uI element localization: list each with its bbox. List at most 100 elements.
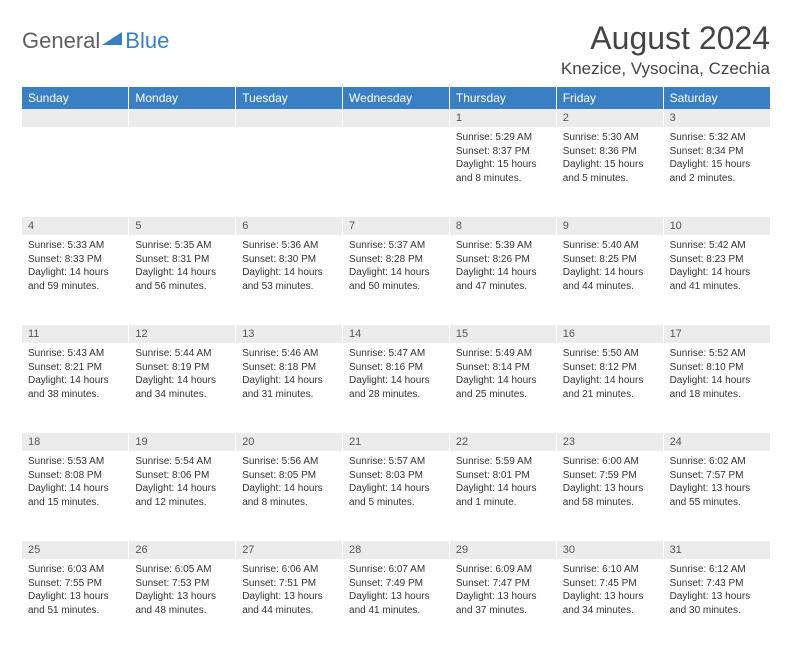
day-cell: Sunrise: 5:40 AMSunset: 8:25 PMDaylight:… [556,235,663,321]
day-number-cell: 27 [236,541,343,559]
day-cell: Sunrise: 5:29 AMSunset: 8:37 PMDaylight:… [449,127,556,213]
day-number-cell: 12 [129,325,236,343]
empty-day-cell [236,127,343,213]
day-details: Sunrise: 5:42 AMSunset: 8:23 PMDaylight:… [664,235,770,295]
day-content-row: Sunrise: 5:43 AMSunset: 8:21 PMDaylight:… [22,343,770,429]
day-details: Sunrise: 6:03 AMSunset: 7:55 PMDaylight:… [22,559,128,619]
day-cell: Sunrise: 6:06 AMSunset: 7:51 PMDaylight:… [236,559,343,645]
day-details: Sunrise: 5:33 AMSunset: 8:33 PMDaylight:… [22,235,128,295]
day-number-cell: 10 [663,217,770,235]
day-details: Sunrise: 5:57 AMSunset: 8:03 PMDaylight:… [343,451,449,511]
day-number-cell: 3 [663,109,770,127]
day-details: Sunrise: 5:52 AMSunset: 8:10 PMDaylight:… [664,343,770,403]
day-details: Sunrise: 6:05 AMSunset: 7:53 PMDaylight:… [129,559,235,619]
day-number-cell: 22 [449,433,556,451]
day-number-cell: 23 [556,433,663,451]
day-details: Sunrise: 5:37 AMSunset: 8:28 PMDaylight:… [343,235,449,295]
weekday-header: Monday [129,87,236,109]
calendar-table: Sunday Monday Tuesday Wednesday Thursday… [22,87,770,645]
day-number-cell: 5 [129,217,236,235]
day-number-row: 11121314151617 [22,325,770,343]
empty-day-cell [22,127,129,213]
day-cell: Sunrise: 5:37 AMSunset: 8:28 PMDaylight:… [343,235,450,321]
day-number-row: 18192021222324 [22,433,770,451]
day-number-cell: 20 [236,433,343,451]
brand-text-1: General [22,28,100,54]
weekday-header: Saturday [663,87,770,109]
day-number-cell: 17 [663,325,770,343]
location-subtitle: Knezice, Vysocina, Czechia [561,59,770,79]
day-number-cell: 26 [129,541,236,559]
empty-day-cell [343,127,450,213]
day-details: Sunrise: 5:35 AMSunset: 8:31 PMDaylight:… [129,235,235,295]
day-details: Sunrise: 6:12 AMSunset: 7:43 PMDaylight:… [664,559,770,619]
day-details: Sunrise: 5:53 AMSunset: 8:08 PMDaylight:… [22,451,128,511]
day-details: Sunrise: 5:49 AMSunset: 8:14 PMDaylight:… [450,343,556,403]
brand-logo: General Blue [22,28,169,54]
day-cell: Sunrise: 5:44 AMSunset: 8:19 PMDaylight:… [129,343,236,429]
day-number-cell: 29 [449,541,556,559]
day-cell: Sunrise: 6:12 AMSunset: 7:43 PMDaylight:… [663,559,770,645]
day-number-cell: 15 [449,325,556,343]
brand-triangle-icon [102,30,124,53]
empty-day-cell [129,127,236,213]
day-cell: Sunrise: 6:03 AMSunset: 7:55 PMDaylight:… [22,559,129,645]
day-cell: Sunrise: 6:05 AMSunset: 7:53 PMDaylight:… [129,559,236,645]
day-number-cell: 19 [129,433,236,451]
day-cell: Sunrise: 5:57 AMSunset: 8:03 PMDaylight:… [343,451,450,537]
day-cell: Sunrise: 5:46 AMSunset: 8:18 PMDaylight:… [236,343,343,429]
day-cell: Sunrise: 5:43 AMSunset: 8:21 PMDaylight:… [22,343,129,429]
day-number-cell: 11 [22,325,129,343]
day-number-cell: 30 [556,541,663,559]
day-details: Sunrise: 6:00 AMSunset: 7:59 PMDaylight:… [557,451,663,511]
day-number-cell: 6 [236,217,343,235]
day-cell: Sunrise: 5:42 AMSunset: 8:23 PMDaylight:… [663,235,770,321]
day-number-cell [236,109,343,127]
day-number-cell: 24 [663,433,770,451]
day-cell: Sunrise: 6:10 AMSunset: 7:45 PMDaylight:… [556,559,663,645]
day-number-cell [129,109,236,127]
day-details: Sunrise: 5:29 AMSunset: 8:37 PMDaylight:… [450,127,556,187]
day-number-cell: 25 [22,541,129,559]
day-number-cell: 2 [556,109,663,127]
day-cell: Sunrise: 5:49 AMSunset: 8:14 PMDaylight:… [449,343,556,429]
day-details: Sunrise: 5:40 AMSunset: 8:25 PMDaylight:… [557,235,663,295]
day-cell: Sunrise: 5:59 AMSunset: 8:01 PMDaylight:… [449,451,556,537]
day-number-cell: 13 [236,325,343,343]
weekday-header-row: Sunday Monday Tuesday Wednesday Thursday… [22,87,770,109]
day-details: Sunrise: 5:44 AMSunset: 8:19 PMDaylight:… [129,343,235,403]
day-number-cell [343,109,450,127]
day-number-cell: 21 [343,433,450,451]
day-content-row: Sunrise: 5:29 AMSunset: 8:37 PMDaylight:… [22,127,770,213]
weekday-header: Tuesday [236,87,343,109]
day-content-row: Sunrise: 5:53 AMSunset: 8:08 PMDaylight:… [22,451,770,537]
day-number-cell: 16 [556,325,663,343]
day-cell: Sunrise: 5:30 AMSunset: 8:36 PMDaylight:… [556,127,663,213]
day-details: Sunrise: 5:39 AMSunset: 8:26 PMDaylight:… [450,235,556,295]
day-details: Sunrise: 6:06 AMSunset: 7:51 PMDaylight:… [236,559,342,619]
day-details: Sunrise: 5:50 AMSunset: 8:12 PMDaylight:… [557,343,663,403]
day-number-cell: 28 [343,541,450,559]
day-details: Sunrise: 5:47 AMSunset: 8:16 PMDaylight:… [343,343,449,403]
day-number-row: 123 [22,109,770,127]
day-number-cell: 18 [22,433,129,451]
day-cell: Sunrise: 5:32 AMSunset: 8:34 PMDaylight:… [663,127,770,213]
day-number-cell: 1 [449,109,556,127]
day-details: Sunrise: 5:54 AMSunset: 8:06 PMDaylight:… [129,451,235,511]
day-number-cell: 8 [449,217,556,235]
day-cell: Sunrise: 5:33 AMSunset: 8:33 PMDaylight:… [22,235,129,321]
day-number-cell: 9 [556,217,663,235]
day-number-cell [22,109,129,127]
day-details: Sunrise: 5:32 AMSunset: 8:34 PMDaylight:… [664,127,770,187]
day-number-row: 25262728293031 [22,541,770,559]
day-content-row: Sunrise: 5:33 AMSunset: 8:33 PMDaylight:… [22,235,770,321]
day-cell: Sunrise: 5:50 AMSunset: 8:12 PMDaylight:… [556,343,663,429]
day-cell: Sunrise: 6:09 AMSunset: 7:47 PMDaylight:… [449,559,556,645]
weekday-header: Friday [556,87,663,109]
day-cell: Sunrise: 6:07 AMSunset: 7:49 PMDaylight:… [343,559,450,645]
day-cell: Sunrise: 6:02 AMSunset: 7:57 PMDaylight:… [663,451,770,537]
day-number-row: 45678910 [22,217,770,235]
page-title: August 2024 [561,20,770,57]
day-details: Sunrise: 6:10 AMSunset: 7:45 PMDaylight:… [557,559,663,619]
day-details: Sunrise: 6:07 AMSunset: 7:49 PMDaylight:… [343,559,449,619]
